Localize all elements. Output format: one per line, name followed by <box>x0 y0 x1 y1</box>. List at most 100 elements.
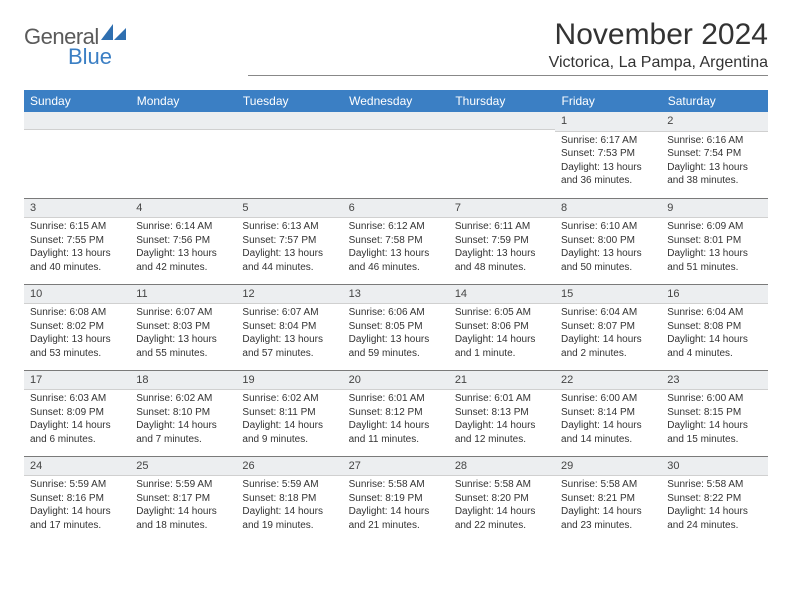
daylight-text: and 22 minutes. <box>455 519 549 533</box>
calendar-day-cell <box>236 112 342 198</box>
sunset-text: Sunset: 8:13 PM <box>455 406 549 420</box>
daylight-text: Daylight: 14 hours <box>349 505 443 519</box>
day-body: Sunrise: 6:12 AMSunset: 7:58 PMDaylight:… <box>343 218 449 278</box>
sunset-text: Sunset: 7:55 PM <box>30 234 124 248</box>
sunrise-text: Sunrise: 6:04 AM <box>561 306 655 320</box>
daylight-text: and 7 minutes. <box>136 433 230 447</box>
sunrise-text: Sunrise: 6:13 AM <box>242 220 336 234</box>
calendar-week-row: 3Sunrise: 6:15 AMSunset: 7:55 PMDaylight… <box>24 198 768 284</box>
day-body: Sunrise: 6:17 AMSunset: 7:53 PMDaylight:… <box>555 132 661 192</box>
day-body: Sunrise: 6:02 AMSunset: 8:10 PMDaylight:… <box>130 390 236 450</box>
calendar-day-cell <box>24 112 130 198</box>
calendar-day-cell: 2Sunrise: 6:16 AMSunset: 7:54 PMDaylight… <box>661 112 767 198</box>
sunrise-text: Sunrise: 6:06 AM <box>349 306 443 320</box>
daylight-text: and 2 minutes. <box>561 347 655 361</box>
daylight-text: Daylight: 13 hours <box>30 247 124 261</box>
day-body: Sunrise: 6:03 AMSunset: 8:09 PMDaylight:… <box>24 390 130 450</box>
sunrise-text: Sunrise: 6:01 AM <box>455 392 549 406</box>
day-number: 9 <box>661 199 767 219</box>
daylight-text: Daylight: 13 hours <box>349 247 443 261</box>
sunrise-text: Sunrise: 6:00 AM <box>667 392 761 406</box>
day-number <box>343 112 449 130</box>
daylight-text: and 12 minutes. <box>455 433 549 447</box>
day-body: Sunrise: 6:09 AMSunset: 8:01 PMDaylight:… <box>661 218 767 278</box>
day-number: 5 <box>236 199 342 219</box>
daylight-text: Daylight: 14 hours <box>349 419 443 433</box>
sunrise-text: Sunrise: 5:59 AM <box>136 478 230 492</box>
day-number: 30 <box>661 457 767 477</box>
calendar-week-row: 1Sunrise: 6:17 AMSunset: 7:53 PMDaylight… <box>24 112 768 198</box>
daylight-text: and 11 minutes. <box>349 433 443 447</box>
day-number: 24 <box>24 457 130 477</box>
sunset-text: Sunset: 8:18 PM <box>242 492 336 506</box>
day-number: 21 <box>449 371 555 391</box>
daylight-text: Daylight: 14 hours <box>30 505 124 519</box>
day-body: Sunrise: 5:59 AMSunset: 8:17 PMDaylight:… <box>130 476 236 536</box>
day-number: 14 <box>449 285 555 305</box>
calendar-day-cell: 14Sunrise: 6:05 AMSunset: 8:06 PMDayligh… <box>449 284 555 370</box>
weekday-header: Monday <box>130 90 236 112</box>
sunset-text: Sunset: 8:06 PM <box>455 320 549 334</box>
day-number: 12 <box>236 285 342 305</box>
day-body: Sunrise: 6:06 AMSunset: 8:05 PMDaylight:… <box>343 304 449 364</box>
brand-text-blue: Blue <box>68 44 127 70</box>
brand-logo: General Blue <box>24 24 127 70</box>
daylight-text: and 4 minutes. <box>667 347 761 361</box>
daylight-text: and 44 minutes. <box>242 261 336 275</box>
day-body: Sunrise: 6:02 AMSunset: 8:11 PMDaylight:… <box>236 390 342 450</box>
day-number <box>24 112 130 130</box>
daylight-text: and 46 minutes. <box>349 261 443 275</box>
sunrise-text: Sunrise: 6:17 AM <box>561 134 655 148</box>
calendar-week-row: 10Sunrise: 6:08 AMSunset: 8:02 PMDayligh… <box>24 284 768 370</box>
daylight-text: Daylight: 14 hours <box>455 419 549 433</box>
sunset-text: Sunset: 8:08 PM <box>667 320 761 334</box>
day-body: Sunrise: 6:01 AMSunset: 8:13 PMDaylight:… <box>449 390 555 450</box>
daylight-text: and 38 minutes. <box>667 174 761 188</box>
weekday-header-row: Sunday Monday Tuesday Wednesday Thursday… <box>24 90 768 112</box>
day-number <box>130 112 236 130</box>
day-body: Sunrise: 5:58 AMSunset: 8:22 PMDaylight:… <box>661 476 767 536</box>
calendar-day-cell: 18Sunrise: 6:02 AMSunset: 8:10 PMDayligh… <box>130 370 236 456</box>
daylight-text: Daylight: 14 hours <box>561 505 655 519</box>
calendar-day-cell: 15Sunrise: 6:04 AMSunset: 8:07 PMDayligh… <box>555 284 661 370</box>
daylight-text: and 15 minutes. <box>667 433 761 447</box>
daylight-text: and 1 minute. <box>455 347 549 361</box>
day-body: Sunrise: 6:10 AMSunset: 8:00 PMDaylight:… <box>555 218 661 278</box>
sunset-text: Sunset: 8:15 PM <box>667 406 761 420</box>
sunrise-text: Sunrise: 6:07 AM <box>136 306 230 320</box>
sunset-text: Sunset: 8:17 PM <box>136 492 230 506</box>
day-number: 16 <box>661 285 767 305</box>
header: General Blue November 2024 Victorica, La… <box>24 18 768 76</box>
weekday-header: Wednesday <box>343 90 449 112</box>
sunrise-text: Sunrise: 5:59 AM <box>242 478 336 492</box>
month-title: November 2024 <box>248 18 768 52</box>
daylight-text: Daylight: 13 hours <box>349 333 443 347</box>
sunset-text: Sunset: 8:00 PM <box>561 234 655 248</box>
sunset-text: Sunset: 8:21 PM <box>561 492 655 506</box>
day-body: Sunrise: 5:58 AMSunset: 8:21 PMDaylight:… <box>555 476 661 536</box>
calendar-day-cell: 24Sunrise: 5:59 AMSunset: 8:16 PMDayligh… <box>24 456 130 542</box>
sunset-text: Sunset: 7:59 PM <box>455 234 549 248</box>
sunrise-text: Sunrise: 5:58 AM <box>667 478 761 492</box>
day-body: Sunrise: 6:14 AMSunset: 7:56 PMDaylight:… <box>130 218 236 278</box>
sunset-text: Sunset: 8:11 PM <box>242 406 336 420</box>
daylight-text: and 9 minutes. <box>242 433 336 447</box>
calendar-day-cell: 3Sunrise: 6:15 AMSunset: 7:55 PMDaylight… <box>24 198 130 284</box>
calendar-day-cell <box>343 112 449 198</box>
day-body: Sunrise: 6:00 AMSunset: 8:14 PMDaylight:… <box>555 390 661 450</box>
calendar-day-cell: 8Sunrise: 6:10 AMSunset: 8:00 PMDaylight… <box>555 198 661 284</box>
sunrise-text: Sunrise: 5:58 AM <box>455 478 549 492</box>
day-number: 10 <box>24 285 130 305</box>
calendar-day-cell: 5Sunrise: 6:13 AMSunset: 7:57 PMDaylight… <box>236 198 342 284</box>
sunset-text: Sunset: 8:22 PM <box>667 492 761 506</box>
daylight-text: and 17 minutes. <box>30 519 124 533</box>
daylight-text: Daylight: 13 hours <box>30 333 124 347</box>
day-number: 18 <box>130 371 236 391</box>
daylight-text: Daylight: 14 hours <box>136 419 230 433</box>
day-body: Sunrise: 6:00 AMSunset: 8:15 PMDaylight:… <box>661 390 767 450</box>
day-body: Sunrise: 6:11 AMSunset: 7:59 PMDaylight:… <box>449 218 555 278</box>
day-body: Sunrise: 6:07 AMSunset: 8:03 PMDaylight:… <box>130 304 236 364</box>
sunrise-text: Sunrise: 6:16 AM <box>667 134 761 148</box>
calendar-day-cell: 1Sunrise: 6:17 AMSunset: 7:53 PMDaylight… <box>555 112 661 198</box>
sunrise-text: Sunrise: 6:01 AM <box>349 392 443 406</box>
